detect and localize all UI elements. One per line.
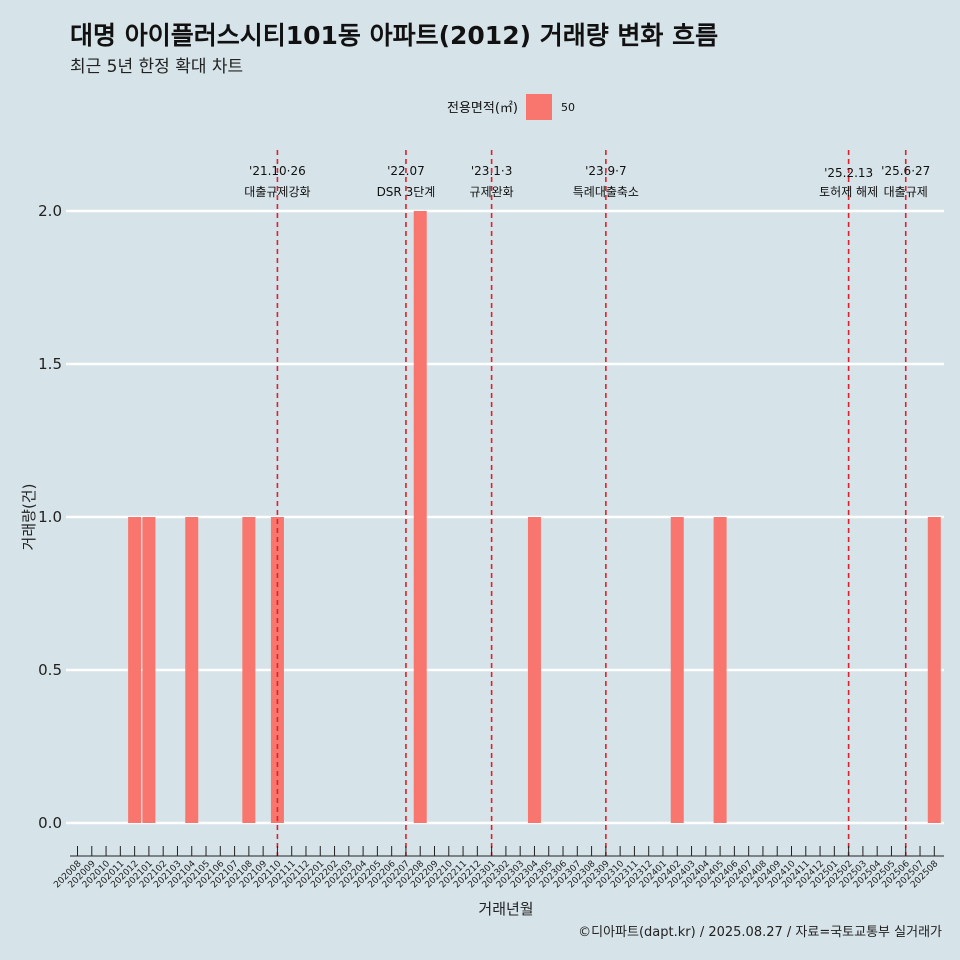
bar xyxy=(142,517,156,823)
bar xyxy=(242,517,256,823)
bar xyxy=(413,211,427,823)
source-caption: ©디아파트(dapt.kr) / 2025.08.27 / 자료=국토교통부 실… xyxy=(578,925,942,940)
x-axis: 2020082020092020102020112020122021012021… xyxy=(52,846,944,890)
bar xyxy=(713,517,727,823)
event-name-label: DSR 3단계 xyxy=(377,185,436,199)
event-date-label: '25.2.13 xyxy=(824,166,873,180)
event-name-label: 특례대출축소 xyxy=(573,185,639,199)
event-name-label: 대출규제강화 xyxy=(244,185,310,199)
bar xyxy=(670,517,684,823)
chart-title: 대명 아이플러스시티101동 아파트(2012) 거래량 변화 흐름 xyxy=(70,21,719,50)
bar xyxy=(128,517,142,823)
event-date-label: '21.10·26 xyxy=(249,164,306,178)
event-date-label: '23.9·7 xyxy=(585,164,626,178)
event-date-label: '23.1·3 xyxy=(471,164,512,178)
y-tick-label: 2.0 xyxy=(38,202,62,220)
gridlines xyxy=(66,209,944,825)
bar xyxy=(270,517,284,823)
y-axis: 0.0 0.5 1.0 1.5 2.0 xyxy=(38,202,62,832)
y-tick-label: 0.5 xyxy=(38,661,62,679)
legend: 전용면적(㎡) 50 xyxy=(447,94,575,120)
event-date-label: '22.07 xyxy=(387,164,425,178)
bar xyxy=(927,517,941,823)
y-tick-label: 0.0 xyxy=(38,814,62,832)
legend-label: 50 xyxy=(561,101,575,114)
x-axis-title: 거래년월 xyxy=(478,900,533,918)
event-date-label: '25.6·27 xyxy=(881,164,930,178)
bars xyxy=(128,211,941,823)
event-name-label: 토허제 해제 xyxy=(819,185,878,199)
y-tick-label: 1.0 xyxy=(38,508,62,526)
bar xyxy=(185,517,199,823)
event-name-label: 규제완화 xyxy=(470,185,514,199)
event-lines: '21.10·26 대출규제강화 '22.07 DSR 3단계 '23.1·3 규제완화 '… xyxy=(244,150,930,856)
bar xyxy=(527,517,541,823)
chart-subtitle: 최근 5년 한정 확대 차트 xyxy=(70,57,244,77)
legend-swatch xyxy=(526,94,552,120)
event-name-label: 대출규제 xyxy=(884,185,928,199)
y-axis-title: 거래량(건) xyxy=(20,484,38,551)
y-tick-label: 1.5 xyxy=(38,355,62,373)
legend-title: 전용면적(㎡) xyxy=(447,101,518,116)
